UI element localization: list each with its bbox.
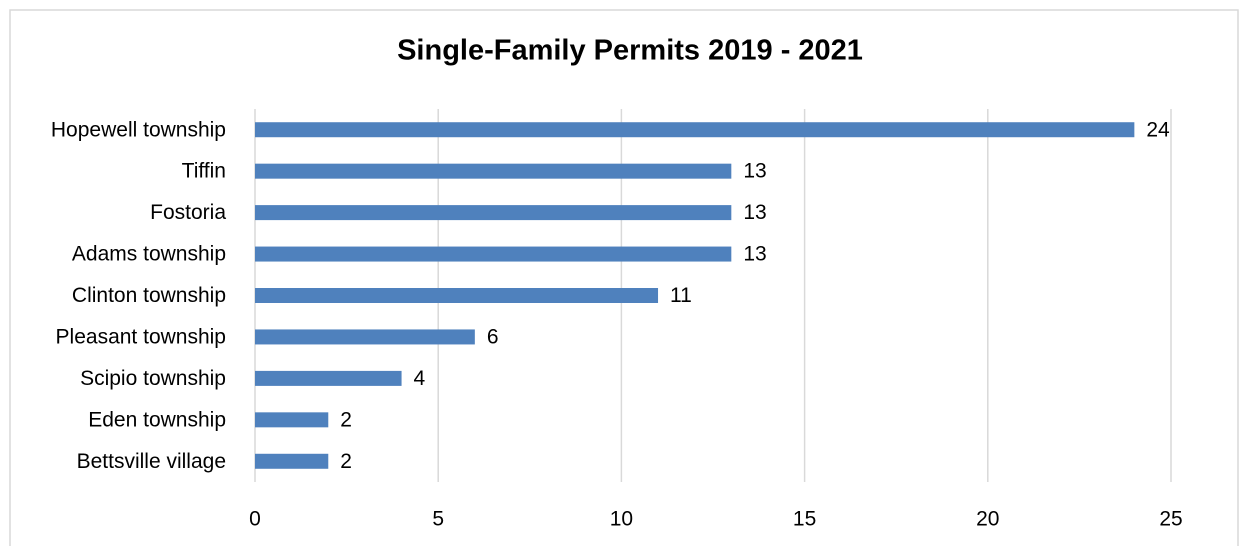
y-tick-label: Pleasant township	[56, 325, 226, 348]
y-tick-label: Eden township	[88, 408, 226, 431]
y-tick-label: Scipio township	[80, 367, 226, 390]
value-label: 6	[487, 325, 499, 348]
y-tick-label: Clinton township	[72, 284, 226, 307]
bar	[255, 246, 732, 262]
bar	[255, 288, 659, 303]
bar	[255, 453, 329, 469]
y-tick-label: Bettsville village	[77, 450, 226, 473]
value-label: 24	[1146, 118, 1170, 141]
x-tick-label: 15	[793, 508, 816, 531]
value-label: 2	[340, 408, 352, 431]
value-label: 11	[670, 284, 692, 307]
y-tick-label: Fostoria	[150, 201, 226, 224]
value-label: 4	[414, 367, 426, 390]
y-tick-label: Hopewell township	[51, 118, 226, 141]
value-label: 13	[743, 243, 766, 266]
x-tick-label: 25	[1159, 508, 1182, 531]
x-tick-label: 20	[976, 508, 999, 531]
chart-title: Single-Family Permits 2019 - 2021	[397, 35, 863, 67]
chart-frame	[9, 9, 1239, 546]
x-tick-label: 10	[610, 508, 633, 531]
value-label: 13	[743, 160, 766, 183]
bar	[255, 122, 1135, 138]
bar	[255, 370, 402, 386]
bar	[255, 329, 475, 345]
y-tick-label: Adams township	[72, 243, 226, 266]
bar	[255, 205, 732, 221]
bar	[255, 163, 732, 179]
bar	[255, 412, 329, 428]
y-tick-label: Tiffin	[182, 160, 226, 183]
x-tick-label: 5	[432, 508, 444, 531]
value-label: 2	[340, 450, 352, 473]
x-tick-label: 0	[249, 508, 261, 531]
value-label: 13	[743, 201, 766, 224]
